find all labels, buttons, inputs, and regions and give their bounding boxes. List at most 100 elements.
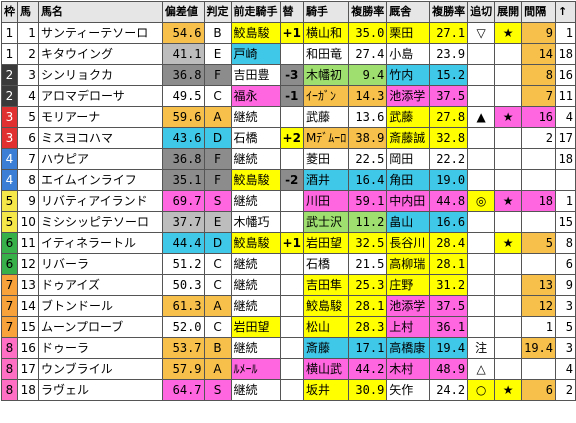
cell-grade: A	[203, 106, 232, 128]
cell-jrate: 35.0	[348, 22, 388, 44]
cell-grade: C	[203, 85, 232, 107]
cell-jrate: 11.2	[348, 211, 388, 233]
cell-kankaku: 2	[521, 127, 557, 149]
cell-jrate: 38.9	[348, 127, 388, 149]
header-col-num: 馬	[17, 1, 39, 23]
cell-num: 6	[17, 127, 39, 149]
cell-hensa: 49.5	[161, 85, 205, 107]
cell-num: 16	[17, 337, 39, 359]
cell-jockey: 横山武	[302, 358, 350, 380]
cell-num: 7	[17, 148, 39, 170]
cell-jrate: 17.1	[348, 337, 388, 359]
cell-up	[555, 169, 576, 191]
cell-waku: 4	[1, 148, 18, 170]
cell-tenkai: ★	[494, 22, 523, 44]
header-col-tenkai: 展開	[494, 1, 523, 23]
cell-prev: 岩田望	[230, 316, 281, 338]
cell-hensa: 37.7	[161, 211, 205, 233]
cell-jrate: 13.6	[348, 106, 388, 128]
cell-waku: 6	[1, 232, 18, 254]
header-col-jrate: 複勝率	[348, 1, 388, 23]
cell-grade: A	[203, 358, 232, 380]
cell-tenkai	[494, 337, 523, 359]
header-col-prev: 前走騎手	[230, 1, 281, 23]
cell-grade: C	[203, 253, 232, 275]
header-col-up: ↑	[555, 1, 576, 23]
cell-hensa: 53.7	[161, 337, 205, 359]
cell-swap: +1	[279, 232, 304, 254]
table-body: 1 1 サンティーテソーロ 54.6 B 鮫島駿 +1 横山和 35.0 栗田 27.1 ▽ ★ 9 1 1 2…	[1, 22, 576, 401]
cell-srate: 27.1	[429, 22, 469, 44]
cell-jockey: 松山	[302, 316, 350, 338]
cell-grade: A	[203, 295, 232, 317]
cell-name: アロマデローサ	[37, 85, 163, 107]
cell-name: ミシシッピテソーロ	[37, 211, 163, 233]
table-row: 5 9 リバティアイランド 69.7 S 継続 川田 59.1 中内田 44.8 ◎ ★ 18 1	[1, 190, 576, 212]
cell-swap	[279, 106, 304, 128]
cell-stable: 池添学	[386, 295, 431, 317]
cell-kankaku: 5	[521, 232, 557, 254]
cell-kankaku	[521, 358, 557, 380]
cell-num: 5	[17, 106, 39, 128]
cell-jockey: 木幡初	[302, 64, 350, 86]
cell-name: リバティアイランド	[37, 190, 163, 212]
cell-prev: 継続	[230, 190, 281, 212]
cell-srate: 27.8	[429, 106, 469, 128]
cell-name: モリアーナ	[37, 106, 163, 128]
cell-prev: 鮫島駿	[230, 169, 281, 191]
cell-kankaku	[521, 169, 557, 191]
cell-tenkai	[494, 169, 523, 191]
cell-up: 9	[555, 274, 576, 296]
cell-prev: 継続	[230, 253, 281, 275]
cell-stable: 栗田	[386, 22, 431, 44]
cell-num: 1	[17, 22, 39, 44]
cell-name: ウンブライル	[37, 358, 163, 380]
cell-num: 13	[17, 274, 39, 296]
cell-tenkai	[494, 274, 523, 296]
cell-up: 15	[555, 211, 576, 233]
cell-jockey: 横山和	[302, 22, 350, 44]
cell-oikiri	[467, 43, 496, 65]
cell-swap	[279, 358, 304, 380]
cell-num: 4	[17, 85, 39, 107]
cell-jockey: 斎藤	[302, 337, 350, 359]
cell-hensa: 36.8	[161, 64, 205, 86]
cell-grade: S	[203, 379, 232, 401]
cell-srate: 36.1	[429, 316, 469, 338]
cell-name: シンリョクカ	[37, 64, 163, 86]
table-row: 8 17 ウンブライル 57.9 A ﾙﾒｰﾙ 横山武 44.2 木村 48.9 △ 4	[1, 358, 576, 380]
header-col-kankaku: 間隔	[521, 1, 557, 23]
cell-up: 4	[555, 106, 576, 128]
cell-jockey: 武藤	[302, 106, 350, 128]
cell-name: ブトンドール	[37, 295, 163, 317]
cell-oikiri	[467, 148, 496, 170]
cell-up: 4	[555, 358, 576, 380]
cell-grade: E	[203, 43, 232, 65]
cell-kankaku: 12	[521, 295, 557, 317]
cell-stable: 高橋康	[386, 337, 431, 359]
cell-srate: 24.2	[429, 379, 469, 401]
cell-tenkai: ★	[494, 232, 523, 254]
header-col-grade: 判定	[203, 1, 232, 23]
cell-srate: 28.4	[429, 232, 469, 254]
table-row: 4 8 エイムインライフ 35.1 F 鮫島駿 -2 酒井 16.4 角田 19.0	[1, 169, 576, 191]
cell-tenkai	[494, 43, 523, 65]
cell-stable: 池添学	[386, 85, 431, 107]
cell-stable: 岡田	[386, 148, 431, 170]
cell-grade: B	[203, 337, 232, 359]
cell-grade: S	[203, 190, 232, 212]
cell-grade: E	[203, 211, 232, 233]
cell-num: 12	[17, 253, 39, 275]
table-row: 4 7 ハウピア 36.8 F 継続 菱田 22.5 岡田 22.2 18	[1, 148, 576, 170]
cell-grade: F	[203, 64, 232, 86]
cell-waku: 5	[1, 211, 18, 233]
cell-name: リバーラ	[37, 253, 163, 275]
cell-tenkai	[494, 358, 523, 380]
cell-grade: C	[203, 316, 232, 338]
cell-hensa: 52.0	[161, 316, 205, 338]
cell-waku: 6	[1, 253, 18, 275]
cell-num: 3	[17, 64, 39, 86]
cell-jockey: 菱田	[302, 148, 350, 170]
cell-prev: 継続	[230, 106, 281, 128]
header-col-hensa: 偏差値	[161, 1, 205, 23]
